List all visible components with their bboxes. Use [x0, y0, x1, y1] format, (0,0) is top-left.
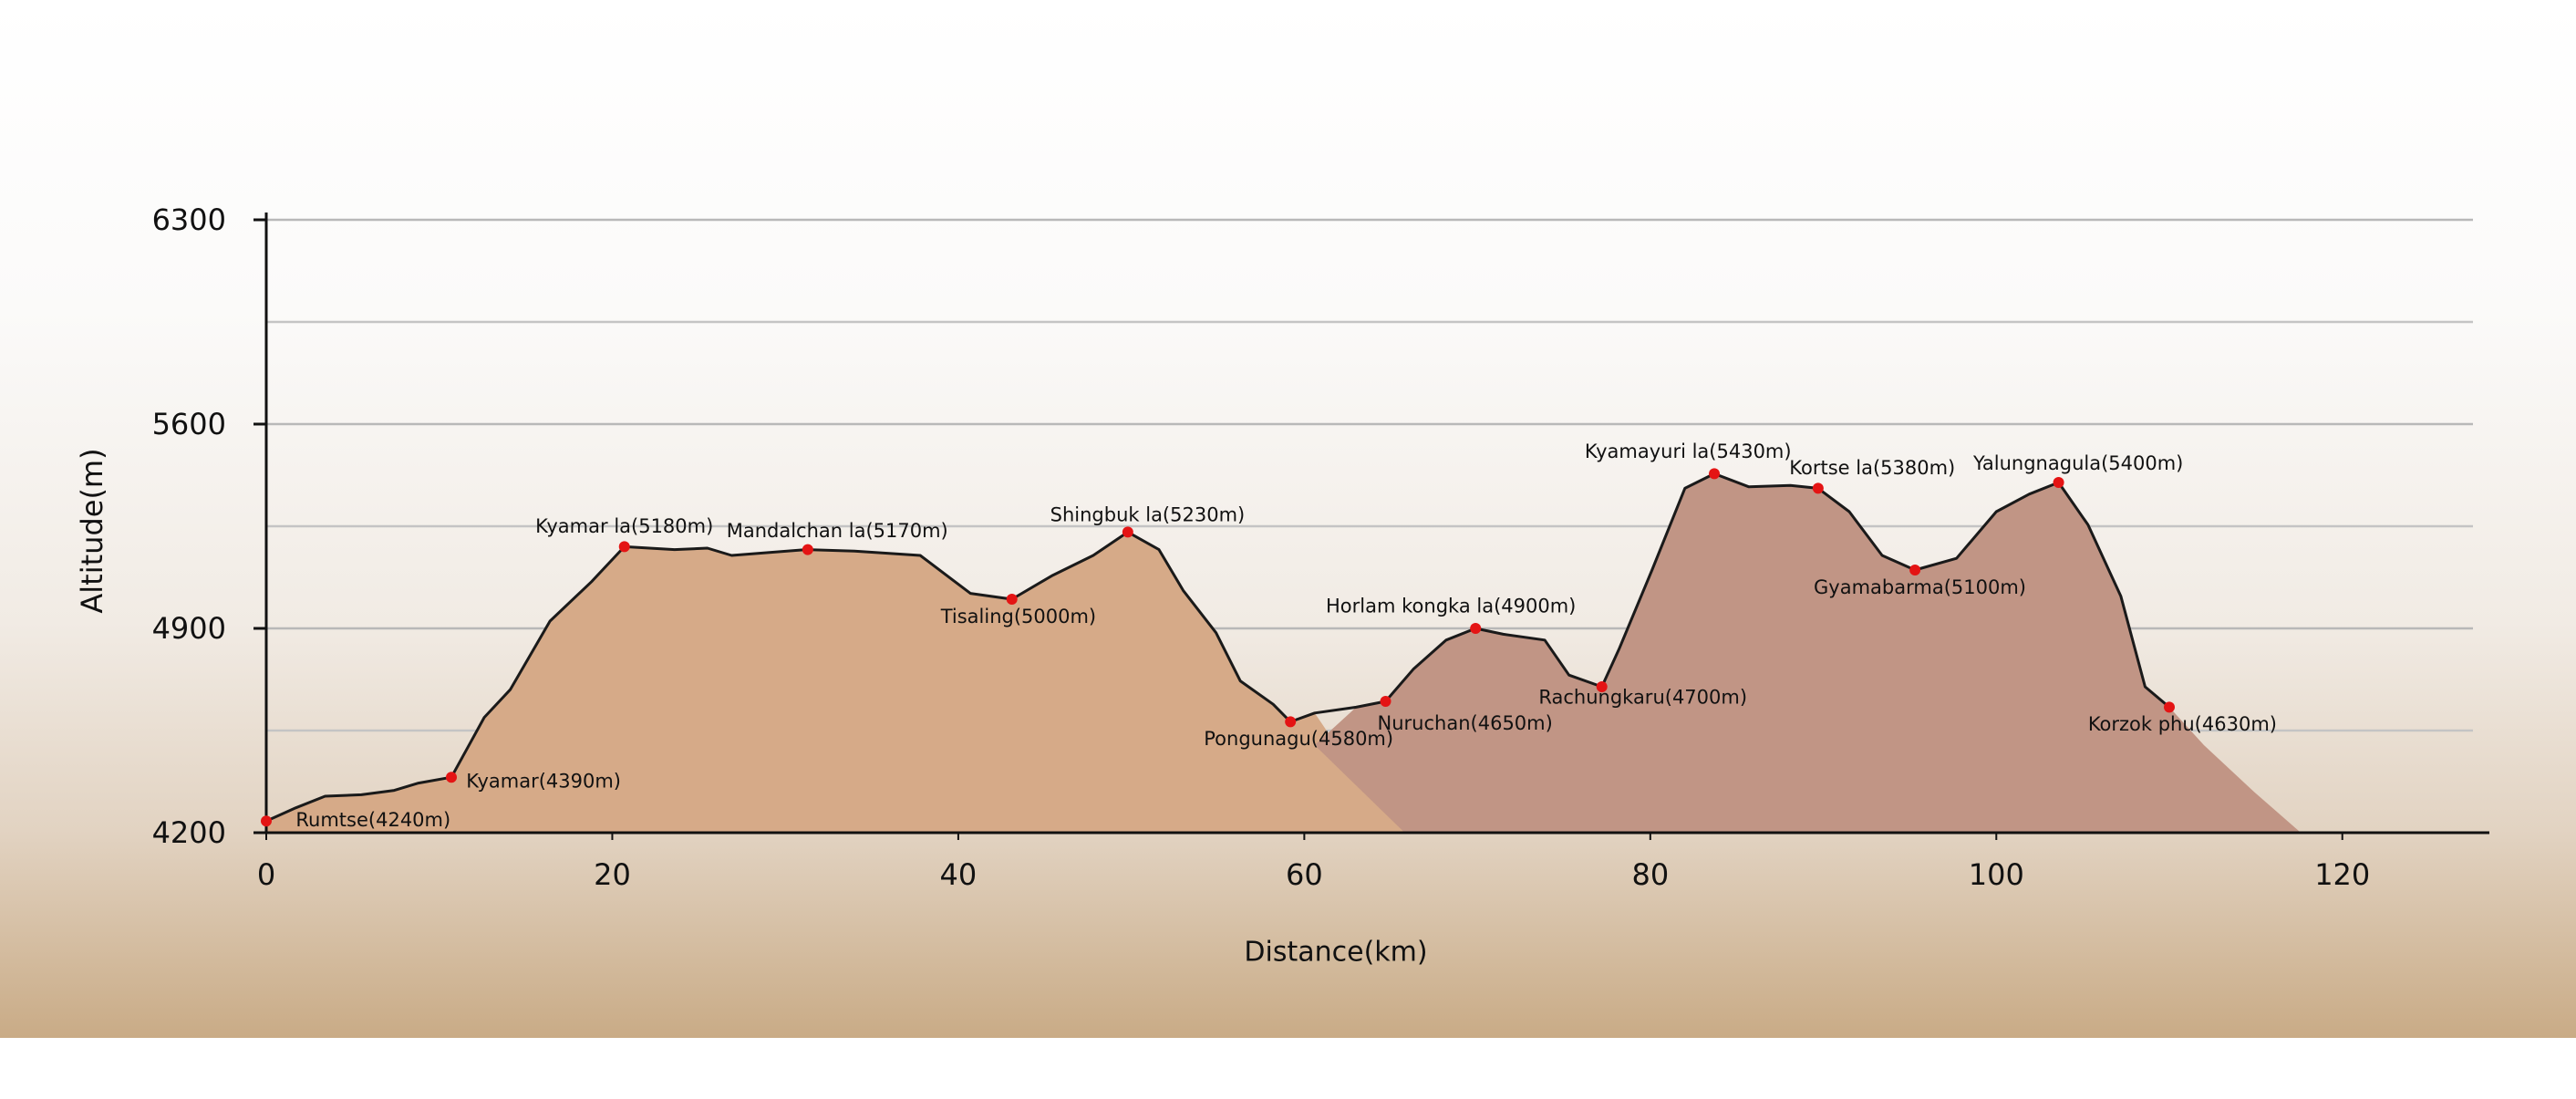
- waypoint-label: Gyamabarma(5100m): [1814, 576, 2026, 598]
- waypoint-label: Korzok phu(4630m): [2088, 713, 2277, 735]
- waypoint-label: Kyamar(4390m): [466, 771, 621, 793]
- x-axis-title: Distance(km): [1244, 937, 1427, 969]
- waypoint: [261, 815, 272, 827]
- waypoint: [802, 544, 813, 555]
- waypoint-label: Horlam kongka la(4900m): [1326, 596, 1576, 617]
- waypoint-label: Tisaling(5000m): [940, 606, 1096, 627]
- waypoint: [446, 772, 458, 783]
- x-tick-label: 40: [940, 857, 978, 892]
- background: [0, 0, 2576, 1038]
- waypoint-label: Rachungkaru(4700m): [1538, 687, 1747, 709]
- x-tick-label: 100: [1969, 857, 2024, 892]
- waypoint-label: Kyamayuri la(5430m): [1585, 441, 1792, 462]
- waypoint: [1709, 468, 1721, 480]
- waypoint-label: Nuruchan(4650m): [1378, 712, 1553, 734]
- waypoint: [1812, 482, 1824, 494]
- waypoint: [2164, 701, 2176, 713]
- waypoint-label: Mandalchan la(5170m): [727, 520, 948, 542]
- waypoint: [1006, 594, 1018, 605]
- waypoint: [1122, 526, 1133, 538]
- x-tick-label: 0: [257, 857, 275, 892]
- waypoint: [1596, 681, 1608, 692]
- waypoint: [1380, 696, 1391, 707]
- waypoint-label: Shingbuk la(5230m): [1050, 503, 1246, 525]
- waypoint-label: Kyamar la(5180m): [535, 515, 713, 537]
- waypoint: [1285, 716, 1297, 728]
- terrain-fill: [266, 532, 1409, 833]
- waypoint-label: Rumtse(4240m): [295, 809, 450, 831]
- waypoint-label: Kortse la(5380m): [1789, 457, 1955, 479]
- waypoint: [618, 541, 630, 553]
- terrain-fill: [1314, 473, 2302, 833]
- x-tick-label: 20: [594, 857, 631, 892]
- waypoint-label: Pongunagu(4580m): [1204, 728, 1393, 750]
- y-axis-title: Altitude(m): [75, 448, 109, 613]
- y-tick-label: 5600: [152, 407, 226, 441]
- waypoint: [1470, 623, 1482, 634]
- waypoint: [2053, 477, 2064, 488]
- y-tick-label: 6300: [152, 202, 226, 237]
- waypoint: [1909, 565, 1921, 575]
- y-tick-label: 4200: [152, 815, 226, 850]
- x-tick-label: 120: [2314, 857, 2370, 892]
- x-tick-label: 60: [1286, 857, 1323, 892]
- waypoint-label: Yalungnagula(5400m): [1972, 452, 2183, 474]
- y-tick-label: 4900: [152, 611, 226, 646]
- x-tick-label: 80: [1631, 857, 1669, 892]
